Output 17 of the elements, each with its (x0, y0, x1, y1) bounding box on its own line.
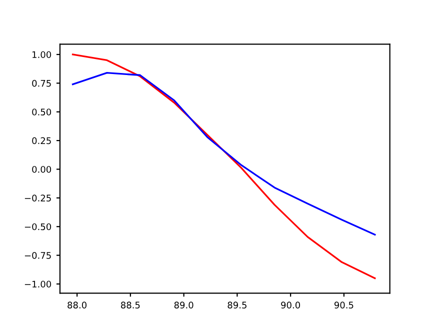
x-tick-label: 90.0 (281, 302, 300, 308)
y-tick-label: 0.00 (32, 166, 52, 173)
line-series (72, 54, 376, 280)
y-tick-label: 1.00 (32, 51, 52, 58)
x-tick-label: 88.5 (120, 302, 140, 308)
x-tick-label: 89.0 (174, 302, 194, 308)
line-series (72, 72, 376, 236)
y-tick-label: 0.50 (32, 108, 52, 116)
y-tick-label: −1.00 (24, 280, 52, 288)
y-tick-label: −0.50 (24, 223, 52, 230)
y-tick-label: 0.75 (32, 80, 51, 87)
x-tick-label: 88.0 (68, 302, 87, 308)
x-tick-label: 90.5 (334, 302, 354, 308)
y-tick-label: −0.75 (24, 252, 51, 259)
y-tick-label: 0.25 (32, 137, 51, 144)
x-tick-label: 89.5 (228, 302, 246, 308)
y-tick-label: −0.25 (24, 194, 51, 202)
